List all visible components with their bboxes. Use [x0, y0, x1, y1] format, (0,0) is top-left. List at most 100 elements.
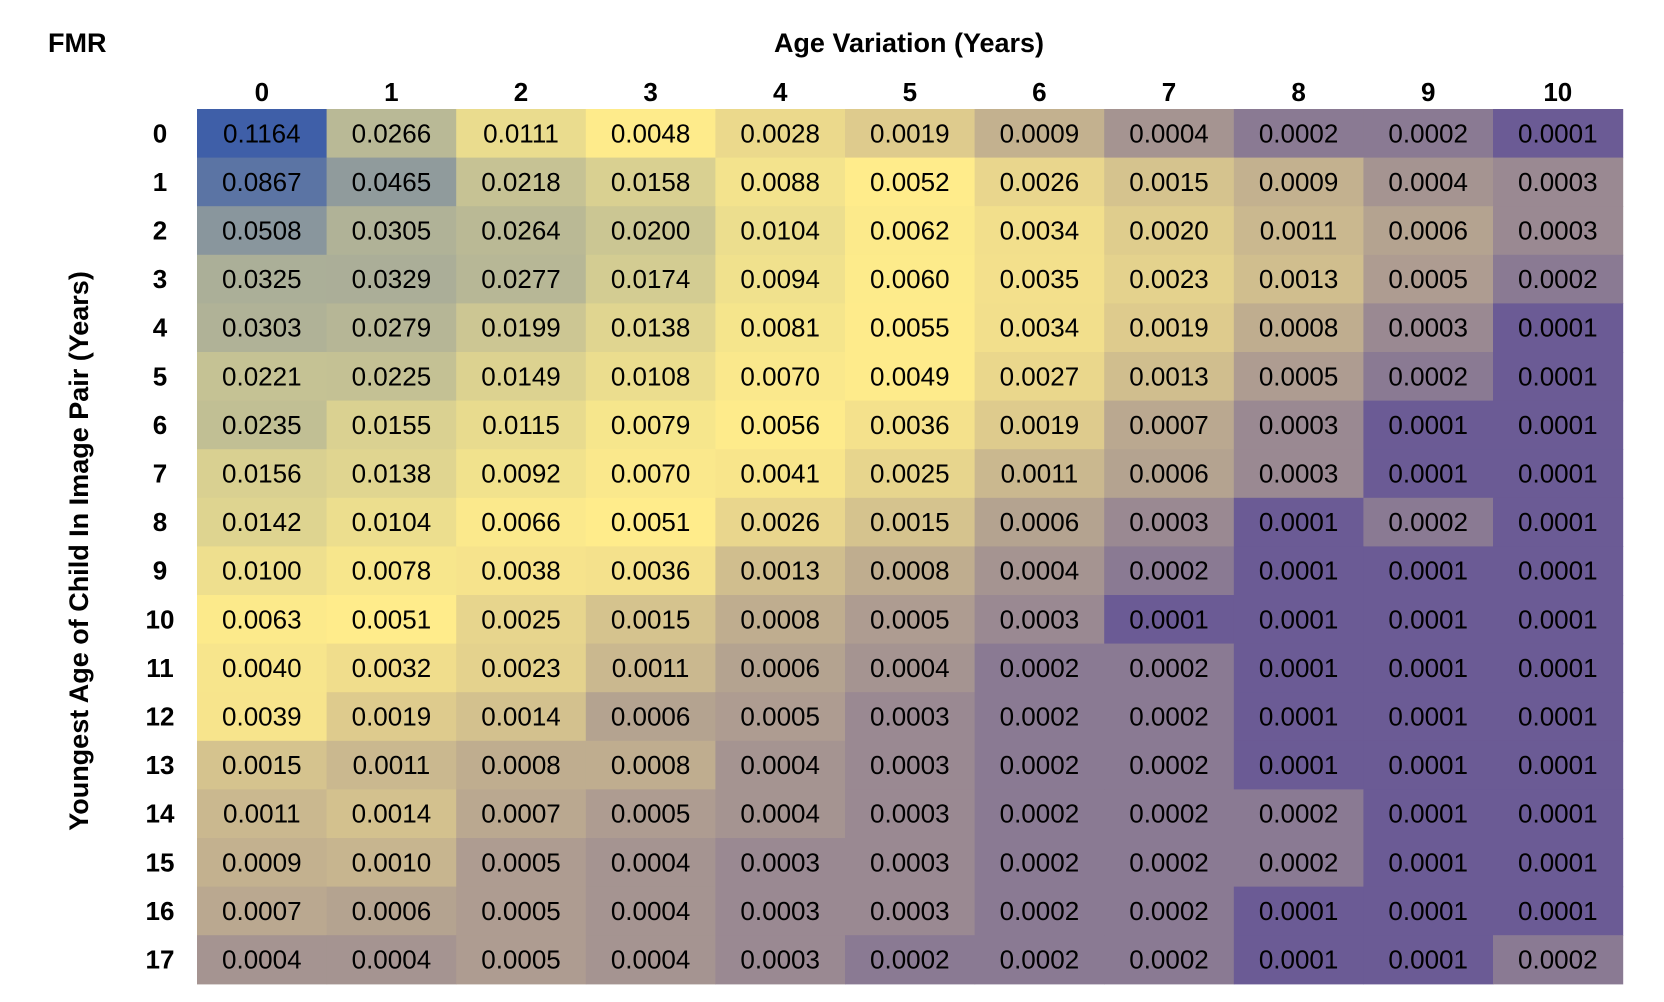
cell-value: 0.0002 — [1259, 847, 1339, 877]
heatmap-cell — [456, 643, 587, 693]
cell-value: 0.0008 — [611, 750, 691, 780]
heatmap-cell — [1104, 497, 1235, 547]
heatmap-cell — [1233, 206, 1364, 256]
y-tick-label: 16 — [146, 896, 175, 926]
heatmap-cell — [197, 497, 328, 547]
heatmap-cell — [1363, 497, 1494, 547]
heatmap-cell — [456, 109, 587, 159]
cell-value: 0.0001 — [1388, 847, 1468, 877]
cell-value: 0.0003 — [1388, 313, 1468, 343]
heatmap-cell — [845, 643, 976, 693]
cell-value: 0.0002 — [1000, 945, 1080, 975]
cell-value: 0.0001 — [1518, 896, 1598, 926]
heatmap-cell — [1363, 157, 1494, 207]
cell-value: 0.0034 — [1000, 313, 1080, 343]
heatmap-cell — [1363, 643, 1494, 693]
heatmap-cell — [715, 352, 846, 402]
heatmap-cell — [1233, 303, 1364, 353]
cell-value: 0.0174 — [611, 264, 691, 294]
heatmap-cell — [715, 303, 846, 353]
cell-value: 0.0032 — [352, 653, 432, 683]
cell-value: 0.0002 — [1518, 264, 1598, 294]
cell-value: 0.0070 — [611, 459, 691, 489]
cell-value: 0.0001 — [1388, 556, 1468, 586]
cell-value: 0.0108 — [611, 361, 691, 391]
heatmap-cell — [456, 546, 587, 596]
cell-value: 0.0002 — [1000, 653, 1080, 683]
cell-value: 0.0041 — [740, 459, 820, 489]
cell-value: 0.0003 — [1518, 167, 1598, 197]
cell-value: 0.0019 — [1129, 313, 1209, 343]
heatmap-cell — [585, 303, 716, 353]
cell-value: 0.0104 — [352, 507, 432, 537]
cell-value: 0.0002 — [1129, 556, 1209, 586]
heatmap-cell — [1104, 400, 1235, 450]
heatmap-cell — [1233, 595, 1364, 645]
heatmap-cell — [974, 595, 1105, 645]
x-tick-label: 0 — [255, 77, 269, 107]
cell-value: 0.0007 — [222, 896, 302, 926]
cell-value: 0.0003 — [870, 896, 950, 926]
cell-value: 0.0001 — [1388, 702, 1468, 732]
cell-value: 0.0001 — [1388, 799, 1468, 829]
heatmap-cell — [585, 497, 716, 547]
cell-value: 0.0158 — [611, 167, 691, 197]
heatmap-cell — [326, 352, 457, 402]
cell-value: 0.0051 — [352, 604, 432, 634]
heatmap-cell — [1104, 254, 1235, 304]
heatmap-cell — [1493, 497, 1624, 547]
cell-value: 0.0149 — [481, 361, 561, 391]
heatmap-cell — [715, 497, 846, 547]
cell-value: 0.0002 — [1129, 847, 1209, 877]
cell-value: 0.0001 — [1518, 847, 1598, 877]
heatmap-cell — [845, 546, 976, 596]
heatmap-cell — [1233, 740, 1364, 790]
cell-value: 0.0005 — [1259, 361, 1339, 391]
cell-value: 0.0055 — [870, 313, 950, 343]
heatmap-cell — [1493, 789, 1624, 839]
cell-value: 0.0001 — [1518, 653, 1598, 683]
y-tick-label: 15 — [146, 847, 175, 877]
heatmap-cell — [974, 740, 1105, 790]
x-tick-label: 2 — [514, 77, 528, 107]
cell-value: 0.0001 — [1518, 118, 1598, 148]
cell-value: 0.0008 — [481, 750, 561, 780]
cell-value: 0.0003 — [740, 896, 820, 926]
cell-value: 0.0003 — [1000, 604, 1080, 634]
heatmap-cell — [326, 595, 457, 645]
heatmap-cell — [1104, 692, 1235, 742]
heatmap-cell — [197, 109, 328, 159]
heatmap-cell — [1493, 157, 1624, 207]
cell-value: 0.0001 — [1388, 896, 1468, 926]
cell-value: 0.0329 — [352, 264, 432, 294]
heatmap-cell — [1104, 449, 1235, 499]
heatmap-cell — [197, 789, 328, 839]
y-tick-label: 7 — [153, 459, 167, 489]
heatmap-cell — [585, 692, 716, 742]
heatmap-cell — [715, 254, 846, 304]
cell-value: 0.0006 — [740, 653, 820, 683]
cell-value: 0.0465 — [352, 167, 432, 197]
cell-value: 0.0036 — [611, 556, 691, 586]
heatmap-cell — [1233, 789, 1364, 839]
cell-value: 0.0006 — [1129, 459, 1209, 489]
cell-value: 0.0003 — [1518, 216, 1598, 246]
cell-value: 0.0305 — [352, 216, 432, 246]
heatmap-cell — [585, 449, 716, 499]
cell-value: 0.0004 — [611, 847, 691, 877]
cell-value: 0.0013 — [1129, 361, 1209, 391]
heatmap-cell — [974, 157, 1105, 207]
cell-value: 0.0001 — [1518, 507, 1598, 537]
heatmap-cell — [974, 254, 1105, 304]
heatmap-cell — [845, 109, 976, 159]
cell-value: 0.0115 — [482, 410, 560, 440]
cell-value: 0.0011 — [353, 750, 431, 780]
heatmap-cell — [1363, 303, 1494, 353]
cell-value: 0.0138 — [352, 459, 432, 489]
y-tick-label: 9 — [153, 556, 167, 586]
cell-value: 0.0003 — [870, 847, 950, 877]
y-tick-label: 13 — [146, 750, 175, 780]
heatmap-cell — [326, 157, 457, 207]
heatmap-cell — [974, 303, 1105, 353]
cell-value: 0.0015 — [1129, 167, 1209, 197]
